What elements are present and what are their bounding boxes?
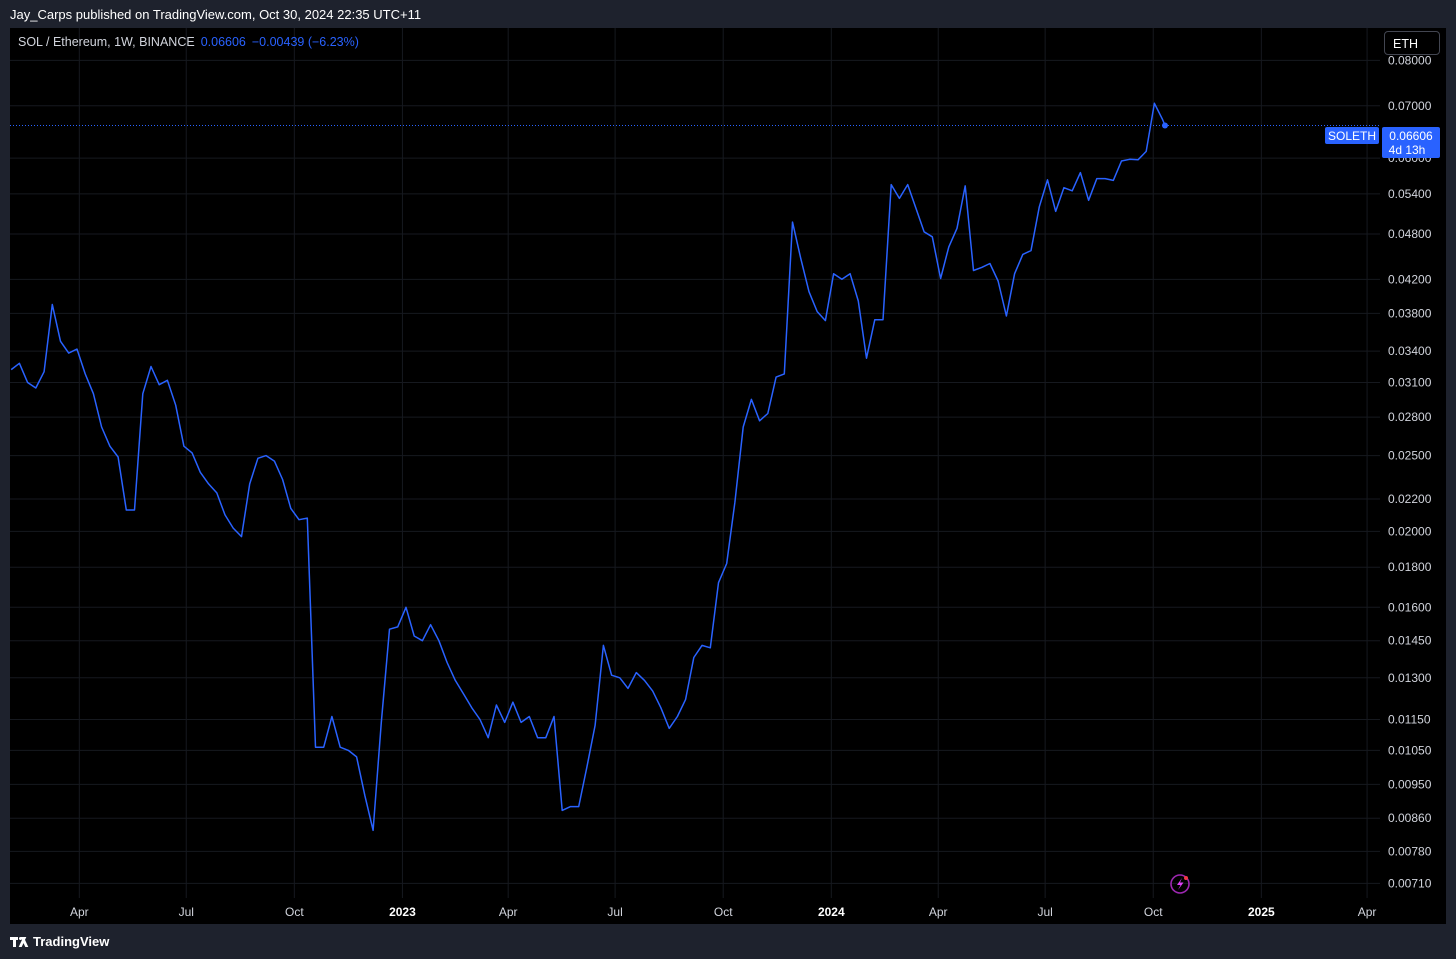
tradingview-brand: TradingView xyxy=(33,934,110,949)
x-tick-label-5: Jul xyxy=(607,905,622,919)
y-tick-label-7: 0.03400 xyxy=(1388,344,1432,358)
y-tick-label-15: 0.01450 xyxy=(1388,634,1432,648)
series-line-soleth xyxy=(10,102,1166,832)
y-tick-label-17: 0.01150 xyxy=(1388,712,1431,726)
y-tick-label-19: 0.00950 xyxy=(1388,777,1432,791)
chart-pane[interactable] xyxy=(10,28,1446,924)
x-tick-label-10: Oct xyxy=(1144,905,1163,919)
y-tick-label-6: 0.03800 xyxy=(1388,306,1432,320)
price-label-countdown: 4d 13h xyxy=(1389,143,1426,157)
y-tick-label-13: 0.01800 xyxy=(1388,560,1432,574)
y-tick-label-10: 0.02500 xyxy=(1388,449,1432,463)
x-tick-label-0: Apr xyxy=(70,905,89,919)
legend-price: 0.06606 xyxy=(200,35,246,49)
y-tick-label-5: 0.04200 xyxy=(1388,272,1432,286)
price-label-symbol: SOLETH xyxy=(1328,129,1376,143)
lightning-icon[interactable] xyxy=(1170,874,1190,894)
x-tick-label-9: Jul xyxy=(1037,905,1052,919)
x-tick-label-3: 2023 xyxy=(389,905,416,919)
y-tick-label-12: 0.02000 xyxy=(1388,524,1432,538)
y-tick-label-16: 0.01300 xyxy=(1388,671,1432,685)
x-tick-label-4: Apr xyxy=(499,905,518,919)
x-tick-label-7: 2024 xyxy=(818,905,845,919)
y-tick-label-9: 0.02800 xyxy=(1388,410,1432,424)
top-bar: Jay_Carps published on TradingView.com, … xyxy=(0,0,1456,28)
legend-change: −0.00439 (−6.23%) xyxy=(251,35,359,49)
footer xyxy=(0,924,1456,959)
y-tick-label-0: 0.08000 xyxy=(1388,53,1432,67)
y-tick-label-20: 0.00860 xyxy=(1388,811,1432,825)
y-tick-label-22: 0.00710 xyxy=(1388,876,1432,890)
y-tick-label-1: 0.07000 xyxy=(1388,99,1432,113)
last-price-label: SOLETH 0.06606 4d 13h xyxy=(1325,127,1440,158)
currency-button[interactable]: ETH xyxy=(1384,31,1440,55)
legend-symbol[interactable]: SOL / Ethereum, 1W, BINANCE xyxy=(18,35,195,49)
tradingview-logo-icon xyxy=(10,936,29,948)
publish-info: Jay_Carps published on TradingView.com, … xyxy=(10,7,422,22)
x-tick-label-2: Oct xyxy=(285,905,304,919)
x-tick-label-1: Jul xyxy=(179,905,194,919)
chart-legend: SOL / Ethereum, 1W, BINANCE 0.06606 −0.0… xyxy=(18,35,359,49)
y-tick-label-11: 0.02200 xyxy=(1388,492,1432,506)
y-tick-label-21: 0.00780 xyxy=(1388,844,1432,858)
x-tick-label-11: 2025 xyxy=(1248,905,1275,919)
price-axis: 0.080000.070000.060000.054000.048000.042… xyxy=(1388,53,1432,890)
tradingview-logo[interactable]: TradingView xyxy=(10,934,109,949)
x-tick-label-12: Apr xyxy=(1358,905,1377,919)
time-axis: Apr Jul Oct 2023 Apr Jul Oct 2024 Apr Jul Oct 2025 A… xyxy=(70,905,1376,919)
y-tick-label-4: 0.04800 xyxy=(1388,227,1432,241)
x-tick-label-8: Apr xyxy=(929,905,948,919)
y-tick-label-14: 0.01600 xyxy=(1388,600,1432,614)
chart-grid xyxy=(10,28,1380,898)
y-tick-label-3: 0.05400 xyxy=(1388,187,1432,201)
x-tick-label-6: Oct xyxy=(714,905,733,919)
y-tick-label-8: 0.03100 xyxy=(1388,376,1432,390)
y-tick-label-18: 0.01050 xyxy=(1388,743,1432,757)
last-price-dot xyxy=(1161,122,1168,129)
price-label-value: 0.06606 xyxy=(1389,129,1433,143)
